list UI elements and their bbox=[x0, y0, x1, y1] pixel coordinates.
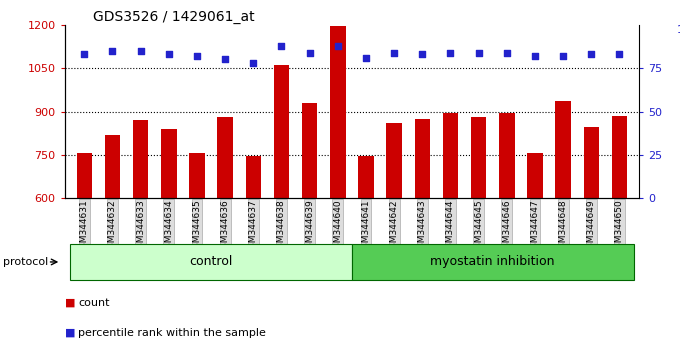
Text: control: control bbox=[189, 256, 233, 268]
Bar bbox=[612, 116, 627, 198]
Point bbox=[220, 57, 231, 62]
Point bbox=[135, 48, 146, 53]
Point bbox=[586, 51, 597, 57]
Point bbox=[360, 55, 371, 61]
Text: ■: ■ bbox=[65, 328, 75, 338]
Point bbox=[614, 51, 625, 57]
Bar bbox=[443, 113, 458, 198]
Point bbox=[558, 53, 568, 59]
Bar bbox=[189, 153, 205, 198]
Point bbox=[276, 43, 287, 48]
Text: protocol: protocol bbox=[3, 257, 49, 267]
Text: percentile rank within the sample: percentile rank within the sample bbox=[78, 328, 266, 338]
Bar bbox=[133, 120, 148, 198]
Bar bbox=[358, 156, 374, 198]
Bar bbox=[415, 119, 430, 198]
Bar bbox=[499, 113, 515, 198]
Point bbox=[417, 51, 428, 57]
Bar bbox=[274, 65, 289, 198]
Point bbox=[79, 51, 90, 57]
Point bbox=[192, 53, 203, 59]
Point bbox=[501, 50, 512, 55]
Bar bbox=[245, 156, 261, 198]
Bar bbox=[302, 103, 318, 198]
Text: ■: ■ bbox=[65, 298, 75, 308]
Bar bbox=[105, 135, 120, 198]
Point bbox=[304, 50, 315, 55]
Bar bbox=[583, 127, 599, 198]
Point bbox=[248, 60, 259, 66]
Point bbox=[389, 50, 400, 55]
Bar bbox=[471, 117, 486, 198]
Bar bbox=[218, 117, 233, 198]
Point bbox=[333, 43, 343, 48]
Text: count: count bbox=[78, 298, 109, 308]
Point bbox=[163, 51, 174, 57]
Text: GDS3526 / 1429061_at: GDS3526 / 1429061_at bbox=[93, 10, 255, 24]
Bar bbox=[527, 153, 543, 198]
Text: myostatin inhibition: myostatin inhibition bbox=[430, 256, 555, 268]
Point bbox=[530, 53, 541, 59]
Bar bbox=[77, 153, 92, 198]
Point bbox=[107, 48, 118, 53]
Point bbox=[445, 50, 456, 55]
Bar bbox=[556, 101, 571, 198]
Bar bbox=[161, 129, 177, 198]
Bar bbox=[70, 244, 352, 280]
Bar bbox=[352, 244, 634, 280]
Bar bbox=[386, 123, 402, 198]
Bar bbox=[330, 26, 345, 198]
Point bbox=[473, 50, 484, 55]
Text: 100%: 100% bbox=[677, 25, 680, 35]
